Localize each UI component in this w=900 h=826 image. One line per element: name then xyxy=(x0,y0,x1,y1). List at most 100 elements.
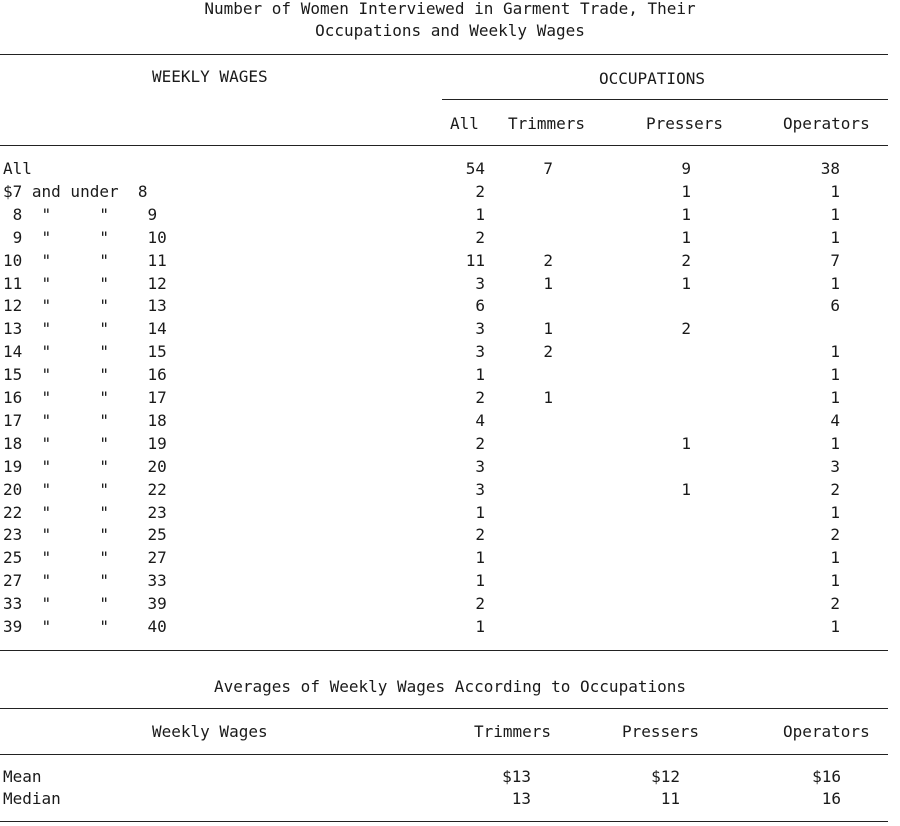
row-label: 12 " " 13 xyxy=(3,296,167,315)
table-cell: 2 xyxy=(681,319,691,338)
table-cell: 1 xyxy=(830,388,840,407)
table-cell: 1 xyxy=(543,319,553,338)
table-cell: 4 xyxy=(475,411,485,430)
row-label: 18 " " 19 xyxy=(3,434,167,453)
row-label: $7 and under 8 xyxy=(3,182,148,201)
row-label: 23 " " 25 xyxy=(3,525,167,544)
table-cell: 1 xyxy=(830,274,840,293)
table1-bottom-rule xyxy=(0,650,888,651)
row-label: 13 " " 14 xyxy=(3,319,167,338)
table-cell: 11 xyxy=(465,251,485,270)
table-cell: 4 xyxy=(830,411,840,430)
table2-column-header-operators: Operators xyxy=(783,722,870,741)
table-cell: 1 xyxy=(475,205,485,224)
table-cell: 1 xyxy=(681,205,691,224)
table-cell: 1 xyxy=(681,480,691,499)
table-title-line-1: Number of Women Interviewed in Garment T… xyxy=(204,0,696,18)
table-cell: 7 xyxy=(830,251,840,270)
row-label: 16 " " 17 xyxy=(3,388,167,407)
row-label: 17 " " 18 xyxy=(3,411,167,430)
row-label: All xyxy=(3,159,32,178)
column-header-all: All xyxy=(450,114,479,133)
table-cell: 2 xyxy=(475,525,485,544)
table2-column-header-trimmers: Trimmers xyxy=(474,722,552,741)
table-cell: 1 xyxy=(830,205,840,224)
table-cell: 2 xyxy=(830,594,840,613)
row-label: 25 " " 27 xyxy=(3,548,167,567)
column-header-pressers: Pressers xyxy=(646,114,724,133)
table2-row-label: Median xyxy=(3,789,61,808)
table-cell: 1 xyxy=(830,342,840,361)
table2-cell: 13 xyxy=(511,789,531,808)
table2-stub-header: Weekly Wages xyxy=(152,722,268,741)
row-label: 10 " " 11 xyxy=(3,251,167,270)
table-cell: 1 xyxy=(475,617,485,636)
table-cell: 1 xyxy=(475,365,485,384)
row-label: 20 " " 22 xyxy=(3,480,167,499)
table2-header-rule xyxy=(0,754,888,755)
row-label: 14 " " 15 xyxy=(3,342,167,361)
table-cell: 1 xyxy=(830,548,840,567)
table2-cell: 16 xyxy=(821,789,841,808)
table-cell: 1 xyxy=(830,228,840,247)
table-cell: 1 xyxy=(475,571,485,590)
table-cell: 1 xyxy=(830,571,840,590)
table2-top-rule xyxy=(0,708,888,709)
row-label: 27 " " 33 xyxy=(3,571,167,590)
table-cell: 9 xyxy=(681,159,691,178)
row-label: 19 " " 20 xyxy=(3,457,167,476)
table-cell: 2 xyxy=(475,228,485,247)
row-label: 39 " " 40 xyxy=(3,617,167,636)
row-label: 9 " " 10 xyxy=(3,228,167,247)
table-cell: 1 xyxy=(681,182,691,201)
table-cell: 6 xyxy=(830,296,840,315)
table2-cell: $13 xyxy=(502,767,531,786)
table-title-line-2: Occupations and Weekly Wages xyxy=(315,21,585,40)
table-cell: 1 xyxy=(543,388,553,407)
table-cell: 1 xyxy=(681,228,691,247)
row-label: 22 " " 23 xyxy=(3,503,167,522)
column-header-operators: Operators xyxy=(783,114,870,133)
table-cell: 3 xyxy=(475,274,485,293)
table-cell: 3 xyxy=(475,342,485,361)
table-cell: 6 xyxy=(475,296,485,315)
table-cell: 1 xyxy=(830,617,840,636)
table-cell: 1 xyxy=(475,548,485,567)
table-cell: 2 xyxy=(681,251,691,270)
column-header-trimmers: Trimmers xyxy=(508,114,586,133)
table2-column-header-pressers: Pressers xyxy=(622,722,700,741)
table-cell: 2 xyxy=(543,251,553,270)
row-label: 11 " " 12 xyxy=(3,274,167,293)
table-cell: 1 xyxy=(830,182,840,201)
row-label: 8 " " 9 xyxy=(3,205,158,224)
group-header: OCCUPATIONS xyxy=(599,69,705,88)
table-cell: 1 xyxy=(681,274,691,293)
top-rule xyxy=(0,54,888,55)
table-cell: 3 xyxy=(475,480,485,499)
table2-title: Averages of Weekly Wages According to Oc… xyxy=(213,677,686,696)
table-cell: 1 xyxy=(830,365,840,384)
table-cell: 1 xyxy=(543,274,553,293)
table-cell: 2 xyxy=(543,342,553,361)
table-cell: 3 xyxy=(475,457,485,476)
table-cell: 1 xyxy=(830,503,840,522)
table-cell: 38 xyxy=(820,159,840,178)
table-cell: 2 xyxy=(475,434,485,453)
table-cell: 1 xyxy=(681,434,691,453)
stub-header: WEEKLY WAGES xyxy=(152,67,268,86)
header-rule xyxy=(0,145,888,146)
table-cell: 2 xyxy=(475,594,485,613)
table2-row-label: Mean xyxy=(3,767,42,786)
table2-cell: 11 xyxy=(660,789,680,808)
group-header-rule xyxy=(442,99,888,100)
table2-cell: $16 xyxy=(812,767,841,786)
table2-cell: $12 xyxy=(651,767,680,786)
table-cell: 3 xyxy=(475,319,485,338)
table2-bottom-rule xyxy=(0,821,888,822)
row-label: 33 " " 39 xyxy=(3,594,167,613)
table-cell: 2 xyxy=(830,525,840,544)
table-cell: 54 xyxy=(465,159,485,178)
row-label: 15 " " 16 xyxy=(3,365,167,384)
table-cell: 2 xyxy=(830,480,840,499)
table-cell: 2 xyxy=(475,388,485,407)
